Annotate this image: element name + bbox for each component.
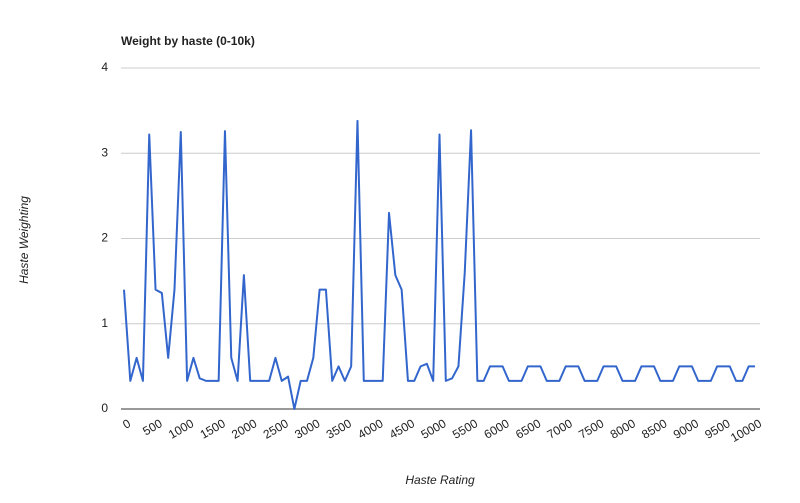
- x-axis-label: Haste Rating: [405, 473, 475, 487]
- x-tick-label: 8500: [639, 416, 669, 442]
- y-axis-label: Haste Weighting: [17, 196, 31, 284]
- chart-title: Weight by haste (0-10k): [121, 34, 255, 48]
- x-tick-label: 7000: [545, 416, 575, 442]
- x-tick-label: 1000: [166, 416, 196, 442]
- x-tick-label: 4000: [355, 416, 385, 442]
- y-tick-label: 0: [101, 401, 108, 415]
- x-tick-label: 2000: [229, 416, 259, 442]
- y-tick-label: 4: [101, 60, 108, 74]
- x-tick-label: 8000: [608, 416, 638, 442]
- y-tick-label: 3: [101, 145, 108, 159]
- x-tick-label: 7500: [576, 416, 606, 442]
- x-tick-label: 5500: [450, 416, 480, 442]
- x-tick-label: 1500: [198, 416, 228, 442]
- x-tick-label: 2500: [261, 416, 291, 442]
- data-line: [123, 119, 755, 410]
- y-tick-label: 1: [101, 316, 108, 330]
- x-tick-label: 3000: [292, 416, 322, 442]
- x-tick-label: 6500: [513, 416, 543, 442]
- x-tick-label: 5000: [418, 416, 448, 442]
- x-tick-label: 3500: [324, 416, 354, 442]
- x-tick-label: 10000: [728, 416, 764, 445]
- x-tick-label: 0: [120, 416, 133, 432]
- x-tick-label: 6000: [482, 416, 512, 442]
- x-tick-label: 500: [140, 416, 165, 438]
- y-tick-label: 2: [101, 231, 108, 245]
- x-tick-label: 9500: [702, 416, 732, 442]
- x-tick-label: 4500: [387, 416, 417, 442]
- x-tick-label: 9000: [671, 416, 701, 442]
